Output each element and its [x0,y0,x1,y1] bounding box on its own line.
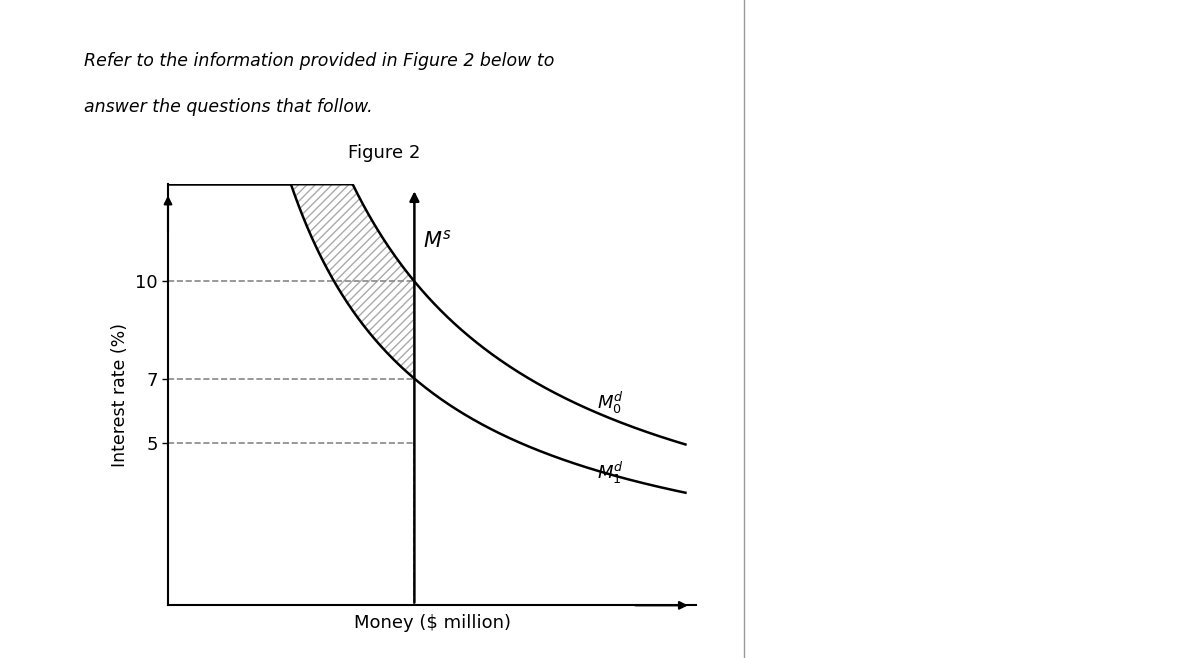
Text: Figure 2: Figure 2 [348,144,420,162]
Text: Refer to the information provided in Figure 2 below to: Refer to the information provided in Fig… [84,52,554,70]
Y-axis label: Interest rate (%): Interest rate (%) [112,323,130,467]
Text: $M^s$: $M^s$ [422,230,451,251]
X-axis label: Money ($ million): Money ($ million) [354,614,510,632]
Text: $M_1^d$: $M_1^d$ [598,459,624,486]
Text: answer the questions that follow.: answer the questions that follow. [84,98,373,116]
Text: $M_0^d$: $M_0^d$ [598,390,624,416]
